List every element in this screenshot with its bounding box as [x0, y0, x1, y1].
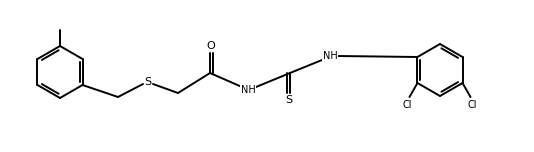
Text: Cl: Cl [403, 100, 412, 110]
Text: S: S [144, 77, 152, 87]
Text: Cl: Cl [468, 100, 477, 110]
Text: NH: NH [323, 51, 337, 61]
Text: S: S [286, 95, 293, 105]
Text: NH: NH [241, 85, 255, 95]
Text: O: O [207, 41, 215, 51]
